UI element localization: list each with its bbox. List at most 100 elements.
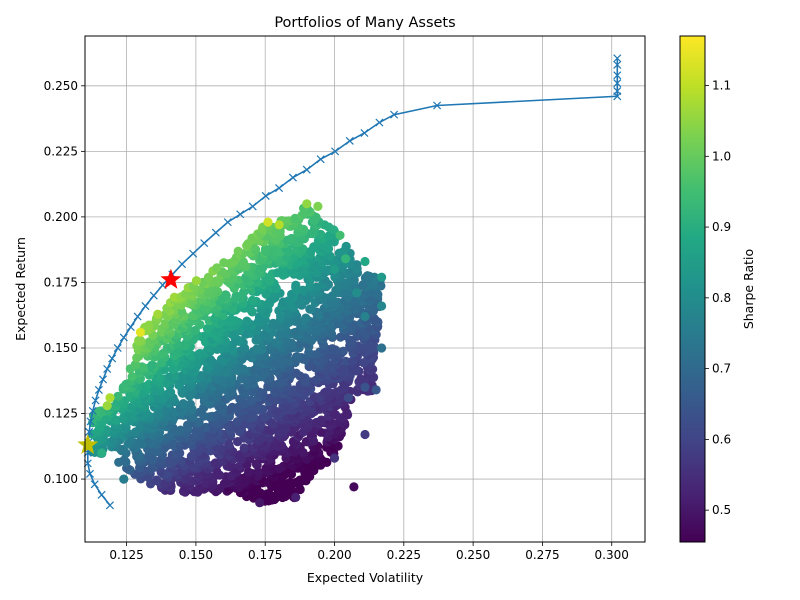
portfolio-point [322,387,332,397]
portfolio-point [175,425,186,435]
portfolio-point [362,271,373,281]
y-tick-label: 0.150 [44,341,78,355]
x-tick-label: 0.250 [456,548,490,562]
frontier-marker [375,118,384,127]
portfolio-point [305,304,315,314]
portfolio-point [135,327,145,337]
frontier-marker [331,147,340,156]
frontier-marker [236,210,245,219]
frontier-marker [200,239,209,248]
colorbar [679,35,706,543]
frontier-marker [613,54,622,63]
portfolio-point [313,201,323,211]
frontier-marker [126,322,135,332]
portfolio-point [302,199,312,209]
portfolio-point [102,401,112,411]
portfolio-point [169,292,179,302]
portfolio-point [255,498,265,508]
portfolio-point [246,395,256,405]
portfolio-point [260,244,271,254]
portfolio-point [292,352,302,362]
portfolio-point [177,307,187,317]
portfolio-point [349,320,359,330]
portfolio-point [316,415,326,425]
portfolio-point [333,441,343,451]
frontier-marker [613,60,622,69]
portfolio-point [268,318,278,328]
portfolio-point [341,241,351,251]
portfolio-point [138,389,148,399]
portfolio-point [135,335,145,345]
portfolio-point [147,360,157,370]
portfolio-cloud [87,199,387,508]
portfolio-point [360,256,370,267]
portfolio-point [371,385,381,395]
portfolio-point [377,343,387,353]
x-axis-label: Expected Volatility [307,570,424,585]
portfolio-point [335,230,345,240]
portfolio-point [221,290,231,300]
portfolio-point [160,318,170,329]
x-tick-label: 0.125 [109,548,143,562]
frontier-marker [90,480,99,489]
colorbar-tick-label: 1.0 [712,149,731,163]
frontier-marker [360,128,369,138]
portfolio-point [291,368,301,378]
y-tick-label: 0.125 [44,407,78,421]
frontier-marker [275,184,284,193]
frontier-marker [119,333,128,342]
colorbar-tick-label: 0.5 [712,503,731,517]
portfolio-point [119,474,129,484]
portfolio-point [239,287,249,297]
frontier-marker [178,260,187,269]
portfolio-point [212,263,222,273]
frontier-marker [91,396,100,405]
frontier-marker [105,501,114,510]
frontier-marker [261,191,270,200]
y-tick-label: 0.175 [44,275,78,289]
frontier-marker [613,79,622,88]
frontier-marker [133,312,142,321]
x-tick-label: 0.150 [179,548,213,562]
portfolio-point [226,315,236,325]
y-axis-label: Expected Return [13,237,28,341]
colorbar-tick-label: 0.9 [712,220,731,234]
y-tick-label: 0.225 [44,144,78,158]
portfolio-point [191,276,201,286]
frontier-marker [85,469,95,478]
x-axis-ticks: 0.125 0.150 0.175 0.200 0.225 0.250 0.275 0.300 [109,542,629,562]
portfolio-point [224,439,234,449]
portfolio-point [127,372,137,382]
portfolio-point [286,233,297,244]
plot-frame [84,35,646,543]
portfolio-point [360,429,370,440]
portfolio-point [247,295,257,305]
portfolio-point [243,467,254,477]
frontier-marker [288,173,297,182]
x-tick-label: 0.225 [387,548,421,562]
x-tick-label: 0.175 [248,548,282,562]
frontier-marker [390,110,399,119]
portfolio-point [360,311,370,322]
portfolio-point [327,344,338,354]
portfolio-point [343,393,353,403]
colorbar-tick-label: 0.7 [712,362,731,376]
portfolio-point [352,260,362,270]
frontier-marker [613,87,622,96]
x-tick-label: 0.275 [525,548,559,562]
frontier-marker [223,218,232,227]
frontier-marker [88,406,97,415]
portfolio-point [316,229,326,239]
colorbar-tick-label: 0.8 [712,291,731,305]
portfolio-point [239,443,249,453]
frontier-marker [316,155,325,164]
portfolio-point [238,364,248,374]
min-volatility-star [77,434,99,454]
portfolio-point [242,316,252,326]
frontier-marker [302,165,311,174]
portfolio-point [238,257,248,267]
portfolio-point [329,453,340,463]
portfolio-point [352,288,362,298]
portfolio-point [271,406,281,417]
